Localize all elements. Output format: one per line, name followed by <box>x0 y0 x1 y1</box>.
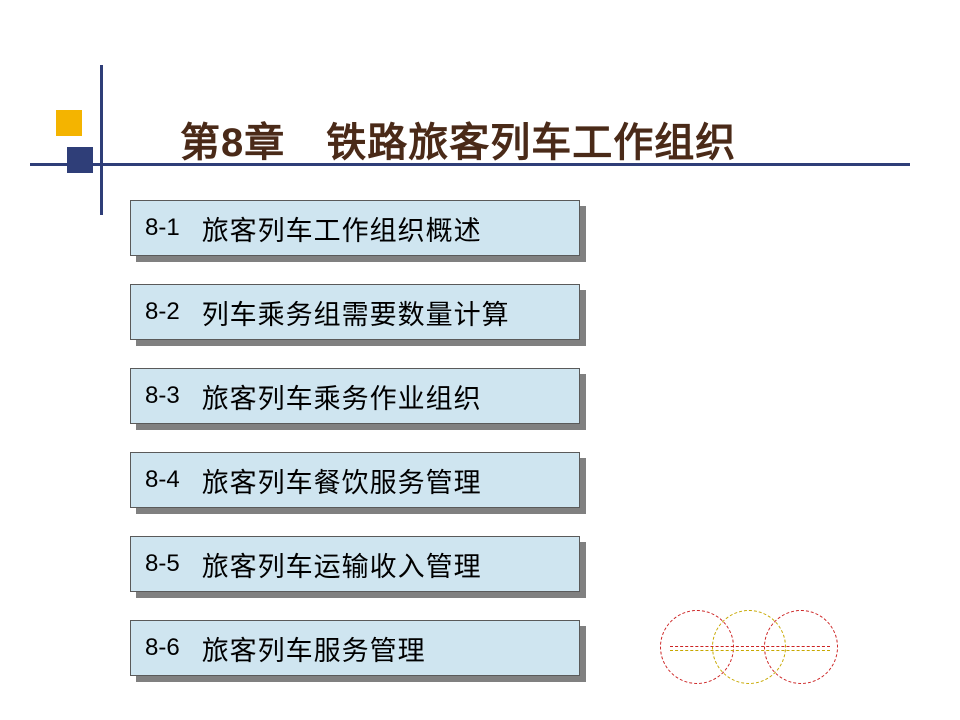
slide: 第8章 铁路旅客列车工作组织 8-1 旅客列车工作组织概述 8-2 列车乘务组需… <box>0 0 960 720</box>
decor-circles <box>660 590 910 710</box>
item-text: 旅客列车工作组织概述 <box>202 209 482 248</box>
item-number: 8-6 <box>145 634 180 662</box>
page-title: 第8章 铁路旅客列车工作组织 <box>180 110 736 168</box>
item-number: 8-1 <box>145 214 180 242</box>
list-item: 8-6 旅客列车服务管理 <box>130 620 580 676</box>
item-number: 8-3 <box>145 382 180 410</box>
list-item: 8-2 列车乘务组需要数量计算 <box>130 284 580 340</box>
item-box: 8-5 旅客列车运输收入管理 <box>130 536 580 592</box>
item-box: 8-2 列车乘务组需要数量计算 <box>130 284 580 340</box>
item-number: 8-4 <box>145 466 180 494</box>
decor-dashline <box>670 650 830 651</box>
list-item: 8-5 旅客列车运输收入管理 <box>130 536 580 592</box>
item-box: 8-1 旅客列车工作组织概述 <box>130 200 580 256</box>
item-text: 旅客列车运输收入管理 <box>202 545 482 584</box>
item-text: 列车乘务组需要数量计算 <box>202 293 510 332</box>
item-box: 8-4 旅客列车餐饮服务管理 <box>130 452 580 508</box>
decor-vline <box>100 65 103 215</box>
list-item: 8-4 旅客列车餐饮服务管理 <box>130 452 580 508</box>
item-text: 旅客列车服务管理 <box>202 629 426 668</box>
item-box: 8-3 旅客列车乘务作业组织 <box>130 368 580 424</box>
item-number: 8-5 <box>145 550 180 578</box>
decor-square-navy <box>67 147 93 173</box>
decor-dashline <box>670 646 830 647</box>
item-text: 旅客列车乘务作业组织 <box>202 377 482 416</box>
decor-square-yellow <box>56 110 82 136</box>
item-list: 8-1 旅客列车工作组织概述 8-2 列车乘务组需要数量计算 8-3 旅客列车乘… <box>130 200 610 704</box>
item-number: 8-2 <box>145 298 180 326</box>
list-item: 8-1 旅客列车工作组织概述 <box>130 200 580 256</box>
list-item: 8-3 旅客列车乘务作业组织 <box>130 368 580 424</box>
item-box: 8-6 旅客列车服务管理 <box>130 620 580 676</box>
decor-circle-icon <box>764 610 838 684</box>
item-text: 旅客列车餐饮服务管理 <box>202 461 482 500</box>
